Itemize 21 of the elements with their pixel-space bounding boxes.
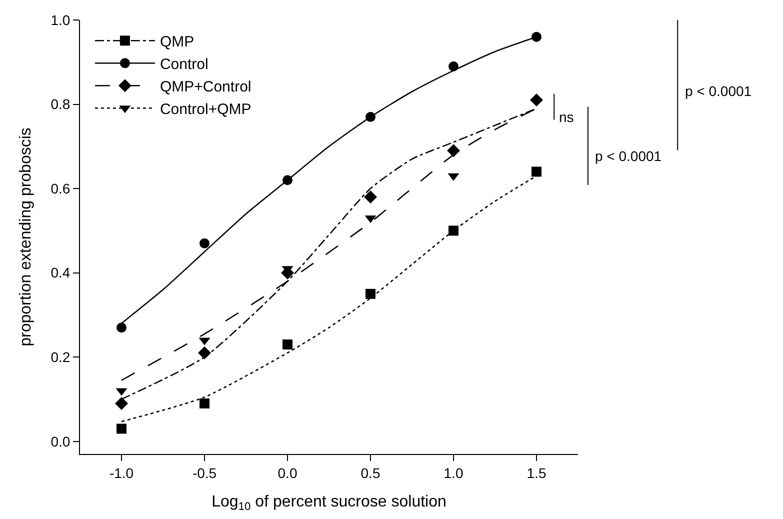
- text: p < 0.0001: [595, 148, 662, 164]
- legend-label: QMP: [160, 33, 194, 50]
- legend-label: QMP+Control: [160, 78, 252, 96]
- x-tick-label: 0.5: [360, 464, 380, 481]
- legend-label: Control+QMP: [160, 100, 252, 118]
- y-tick-label: 0.8: [50, 96, 70, 112]
- y-tick-label: 0.4: [50, 264, 70, 281]
- annotation: ns: [559, 109, 574, 125]
- y-tick-label: 0.6: [50, 180, 70, 196]
- x-tick-label: -0.5: [192, 464, 217, 481]
- x-tick-label: -1.0: [109, 464, 134, 481]
- y-tick-label: 1.0: [50, 12, 70, 28]
- x-axis-title: Log$_{10}$ of percent sucrose solution: [212, 494, 446, 513]
- y-tick-label: 0.0: [50, 433, 70, 450]
- y-axis-title: proportion extending proboscis: [18, 128, 35, 346]
- y-tick-label: 0.2: [50, 348, 70, 365]
- x-tick-label: 0.0: [278, 464, 298, 481]
- x-tick-label: 1.0: [444, 464, 464, 481]
- x-tick-label: 1.5: [526, 464, 546, 481]
- legend-label: Control: [160, 56, 208, 73]
- text: p < 0.0001: [685, 83, 752, 99]
